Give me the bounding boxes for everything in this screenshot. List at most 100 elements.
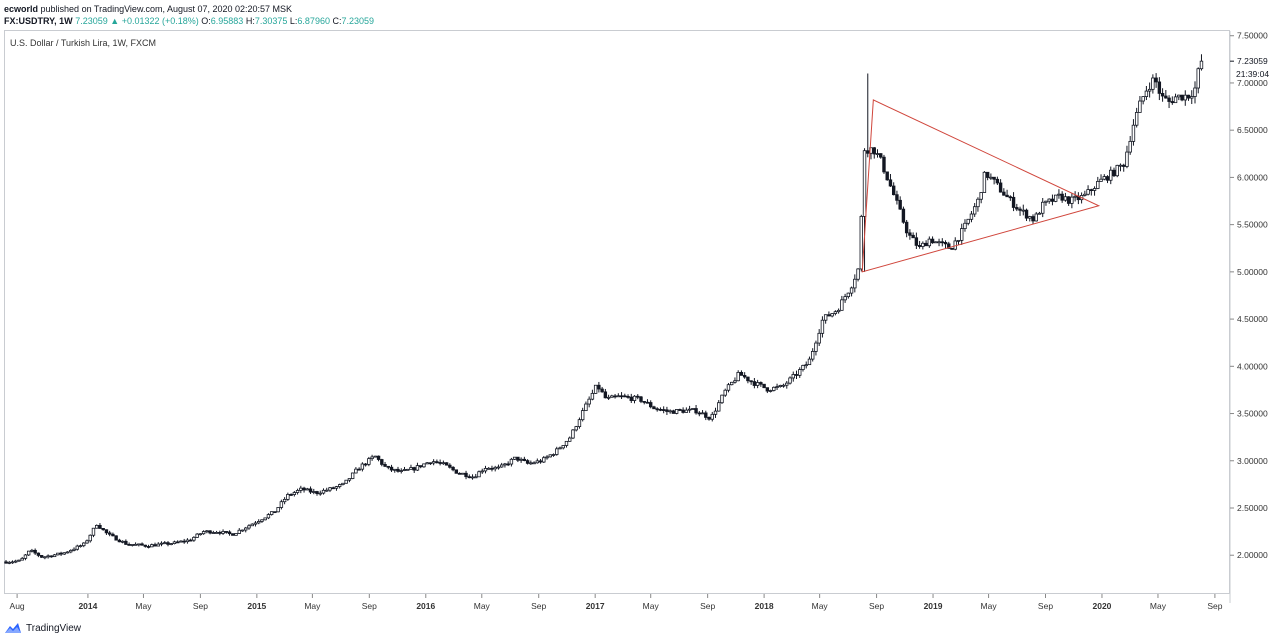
candle-body	[639, 396, 643, 402]
candle-body	[661, 409, 666, 411]
candle-body	[1141, 96, 1145, 102]
time-tick-label: 2016	[416, 601, 435, 611]
candle-body	[781, 384, 786, 387]
candle-body	[697, 412, 702, 415]
candle-body	[752, 381, 757, 386]
candle-body	[593, 384, 598, 394]
candle-body	[529, 462, 533, 465]
candle-body	[820, 319, 825, 334]
last-price: 7.23059	[75, 16, 108, 26]
candle-body	[1089, 189, 1094, 192]
candle-body	[882, 156, 886, 173]
candle-body	[577, 419, 582, 428]
candle-body	[78, 545, 83, 548]
candle-body	[992, 176, 996, 180]
time-tick-label: May	[812, 601, 829, 611]
triangle-pattern-drawing[interactable]	[861, 99, 1101, 273]
candle-body	[658, 408, 663, 411]
time-tick-label: Sep	[531, 601, 546, 611]
candle-body	[406, 468, 410, 471]
time-tick-label: Sep	[869, 601, 884, 611]
candle-body	[655, 408, 659, 411]
time-tick-label: 2014	[78, 601, 97, 611]
candle-body	[917, 245, 922, 247]
low-value: 6.87960	[297, 16, 330, 26]
candle-body	[668, 410, 672, 413]
candle-body	[1047, 198, 1051, 202]
last-price-label: 7.23059	[1237, 56, 1268, 66]
tradingview-branding[interactable]: TradingView	[4, 622, 81, 634]
price-tick-label: 3.50000	[1237, 409, 1268, 419]
candle-body	[1115, 164, 1119, 177]
candle-body	[448, 464, 452, 468]
candle-body	[713, 410, 718, 415]
candle-body	[943, 242, 948, 245]
candle-body	[59, 552, 63, 555]
candle-body	[62, 552, 67, 555]
candle-body	[337, 484, 342, 487]
candle-body	[237, 529, 241, 534]
candle-body	[694, 408, 698, 414]
candle-body	[218, 532, 222, 534]
publish-info: published on TradingView.com, August 07,…	[40, 4, 293, 14]
candle-body	[1015, 207, 1019, 210]
candle-body	[525, 460, 530, 464]
open-label: O:	[201, 16, 211, 26]
candle-body	[179, 540, 183, 543]
candle-body	[373, 455, 378, 458]
candle-body	[684, 409, 689, 413]
price-tick-label: 7.00000	[1237, 78, 1268, 88]
candle-body	[499, 464, 504, 468]
candle-body	[849, 287, 854, 294]
candle-body	[244, 527, 248, 531]
candle-body	[357, 468, 361, 471]
candle-body	[250, 523, 254, 527]
candle-body	[1151, 77, 1155, 90]
candle-body	[891, 185, 896, 196]
candle-body	[143, 544, 148, 547]
candle-body	[862, 150, 867, 217]
candle-body	[947, 243, 951, 249]
candle-body	[674, 409, 679, 414]
candle-body	[127, 544, 131, 546]
candle-body	[325, 489, 329, 492]
candle-body	[872, 147, 876, 155]
price-tick-label: 5.50000	[1237, 220, 1268, 230]
candle-body	[739, 371, 744, 376]
candle-body	[1044, 200, 1048, 203]
candle-body	[370, 456, 374, 460]
candle-body	[798, 369, 802, 376]
candle-body	[1028, 216, 1032, 219]
candle-body	[331, 487, 335, 490]
candle-body	[827, 314, 831, 317]
candle-body	[88, 534, 92, 542]
candle-body	[629, 396, 633, 401]
candle-body	[707, 417, 711, 420]
candle-body	[580, 410, 585, 421]
candle-body	[198, 533, 203, 536]
candle-body	[299, 487, 303, 491]
price-tick-label: 2.00000	[1237, 550, 1268, 560]
author-name[interactable]: ecworld	[4, 4, 39, 14]
candle-body	[260, 519, 264, 522]
candle-body	[924, 242, 928, 247]
candle-body	[1186, 94, 1191, 99]
candle-body	[564, 440, 569, 446]
candle-body	[101, 527, 105, 531]
candle-body	[755, 382, 760, 386]
time-tick-label: Sep	[700, 601, 715, 611]
candle-body	[772, 386, 776, 391]
candle-body	[817, 332, 821, 344]
candle-body	[558, 447, 562, 450]
candle-body	[762, 383, 766, 389]
candle-body	[1125, 151, 1129, 167]
candle-body	[454, 469, 459, 474]
candle-body	[940, 241, 944, 244]
candle-body	[363, 463, 368, 466]
candle-body	[266, 514, 271, 519]
candle-body	[98, 524, 102, 529]
chart-pane[interactable]	[4, 30, 1230, 594]
candle-body	[117, 539, 122, 543]
candle-body	[46, 555, 50, 558]
